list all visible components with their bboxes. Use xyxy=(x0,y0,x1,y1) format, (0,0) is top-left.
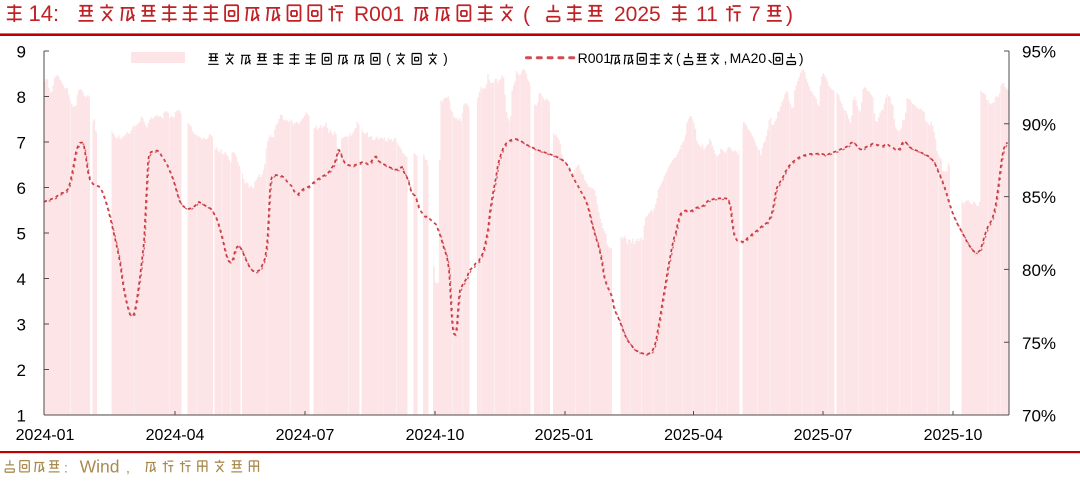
svg-text:2025: 2025 xyxy=(614,3,661,26)
svg-text:2024-04: 2024-04 xyxy=(146,427,205,444)
svg-text:(: ( xyxy=(386,51,391,66)
svg-text:8: 8 xyxy=(17,88,26,107)
svg-text:80%: 80% xyxy=(1022,261,1056,280)
svg-text:2024-10: 2024-10 xyxy=(406,427,465,444)
svg-text:85%: 85% xyxy=(1022,188,1056,207)
svg-text:2024-07: 2024-07 xyxy=(276,427,335,444)
svg-text:9: 9 xyxy=(17,43,26,62)
svg-text:R001: R001 xyxy=(578,50,612,66)
svg-text:): ) xyxy=(443,51,448,66)
svg-text:75%: 75% xyxy=(1022,334,1056,353)
svg-text:2025-01: 2025-01 xyxy=(535,427,594,444)
svg-text:5: 5 xyxy=(17,225,26,244)
svg-text:(: ( xyxy=(676,51,681,66)
svg-text:2024-01: 2024-01 xyxy=(16,427,75,444)
svg-text:,: , xyxy=(724,51,728,66)
svg-text:): ) xyxy=(799,51,804,66)
svg-text:(: ( xyxy=(523,4,530,27)
svg-text:4: 4 xyxy=(17,270,26,289)
svg-text:7: 7 xyxy=(749,3,761,26)
svg-text:2025-07: 2025-07 xyxy=(794,427,853,444)
svg-text::: : xyxy=(64,460,68,476)
svg-text:MA20: MA20 xyxy=(730,50,767,66)
svg-text:3: 3 xyxy=(17,316,26,335)
svg-text:7: 7 xyxy=(17,134,26,153)
svg-text:14:: 14: xyxy=(29,1,60,26)
svg-text:,: , xyxy=(126,460,130,476)
svg-text:1: 1 xyxy=(17,407,26,426)
svg-text:6: 6 xyxy=(17,179,26,198)
svg-text:): ) xyxy=(786,4,793,27)
svg-text:95%: 95% xyxy=(1022,43,1056,62)
svg-text:Wind: Wind xyxy=(80,457,120,477)
svg-text:2: 2 xyxy=(17,361,26,380)
svg-text:11: 11 xyxy=(696,3,718,26)
svg-text:2025-10: 2025-10 xyxy=(924,427,983,444)
svg-text:70%: 70% xyxy=(1022,407,1056,426)
svg-text:2025-04: 2025-04 xyxy=(664,427,723,444)
svg-text:90%: 90% xyxy=(1022,115,1056,134)
svg-text:R001: R001 xyxy=(354,3,404,26)
